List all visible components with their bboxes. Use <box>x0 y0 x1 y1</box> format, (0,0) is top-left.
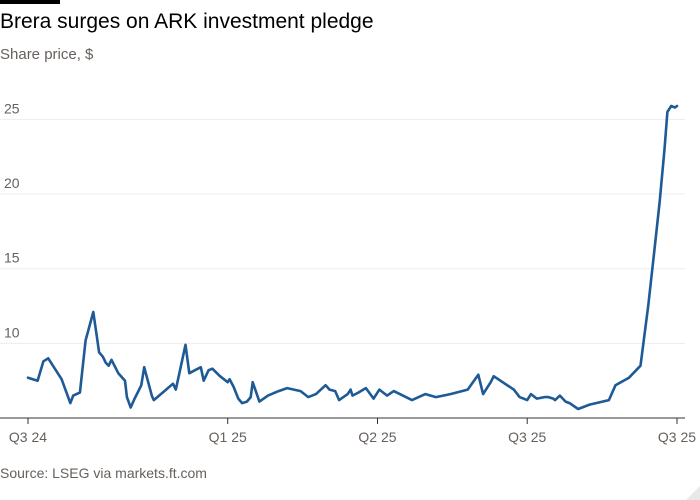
share-price-line <box>26 104 679 411</box>
x-tick-label: Q3 25 <box>658 429 696 445</box>
chart-title: Brera surges on ARK investment pledge <box>0 10 374 33</box>
x-tick-label: Q3 25 <box>508 429 546 445</box>
source-note: Source: LSEG via markets.ft.com <box>0 465 207 481</box>
chart-subtitle: Share price, $ <box>0 46 94 63</box>
page-curl-icon <box>686 486 700 500</box>
x-tick-label: Q1 25 <box>209 429 247 445</box>
y-tick-label: 25 <box>4 100 20 116</box>
x-tick-label: Q2 25 <box>358 429 396 445</box>
x-tick-label: Q3 24 <box>9 429 47 445</box>
y-tick-label: 10 <box>4 324 20 340</box>
y-tick-label: 20 <box>4 175 20 191</box>
brand-bar <box>0 0 60 4</box>
y-tick-label: 15 <box>4 250 20 266</box>
